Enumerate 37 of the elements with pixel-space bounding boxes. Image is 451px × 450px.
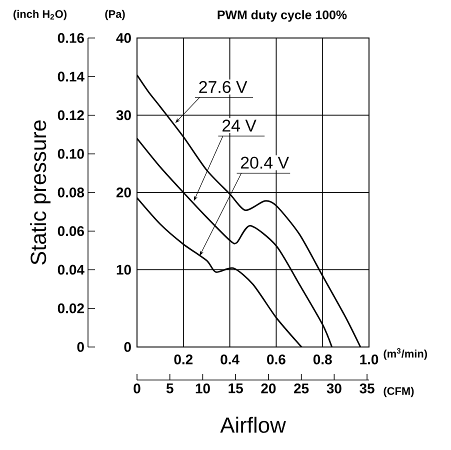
y-tick-label: 0.14 bbox=[58, 72, 84, 82]
x2-tick-label: 20 bbox=[261, 383, 276, 394]
y-tick-label: 0.04 bbox=[58, 264, 84, 275]
y-tick-label: 0.02 bbox=[58, 303, 84, 314]
x2-tick-label: 10 bbox=[196, 383, 210, 394]
x-tick-label: 1.0 bbox=[360, 354, 378, 364]
chart-title: PWM duty cycle 100% bbox=[218, 10, 347, 22]
x2-tick-label: 0 bbox=[134, 383, 140, 394]
x2-tick-label: 35 bbox=[360, 383, 374, 394]
text: (Pa) bbox=[105, 10, 125, 20]
y-axis-title: Static pressure bbox=[30, 120, 50, 265]
text: (CFM) bbox=[384, 386, 414, 398]
y-tick-label: 0.08 bbox=[58, 188, 84, 198]
x-tick-label: 0.4 bbox=[220, 354, 240, 364]
y2-tick-label: 20 bbox=[116, 188, 131, 198]
y-tick-label: 0.10 bbox=[58, 148, 84, 159]
text: 24 V bbox=[222, 120, 256, 132]
text: (inch H$_{2}$O) bbox=[14, 10, 67, 20]
y-tick-label: 0.16 bbox=[58, 33, 84, 43]
x-axis-title: Airflow bbox=[220, 416, 286, 433]
y2-tick-label: 40 bbox=[116, 33, 131, 43]
x2-tick-label: 30 bbox=[326, 383, 342, 394]
x-tick-label: 0.6 bbox=[267, 354, 286, 364]
y-tick-label: 0.12 bbox=[58, 110, 84, 120]
x-tick-label: 0.2 bbox=[174, 354, 193, 364]
y2-tick-label: 30 bbox=[116, 110, 131, 120]
text: 20.4 V bbox=[240, 156, 289, 169]
y-tick-label: 0 bbox=[77, 342, 84, 352]
x2-tick-label: 15 bbox=[228, 384, 243, 394]
x2-tick-label: 5 bbox=[166, 384, 174, 394]
y-tick-label: 0.06 bbox=[58, 226, 84, 236]
y2-tick-label: 10 bbox=[116, 264, 131, 275]
text: 27.6 V bbox=[199, 81, 248, 94]
text: (m$^{3}$/min) bbox=[384, 348, 427, 360]
x2-tick-label: 25 bbox=[294, 383, 309, 394]
y2-tick-label: 0 bbox=[124, 342, 131, 352]
x-tick-label: 0.8 bbox=[313, 354, 332, 364]
